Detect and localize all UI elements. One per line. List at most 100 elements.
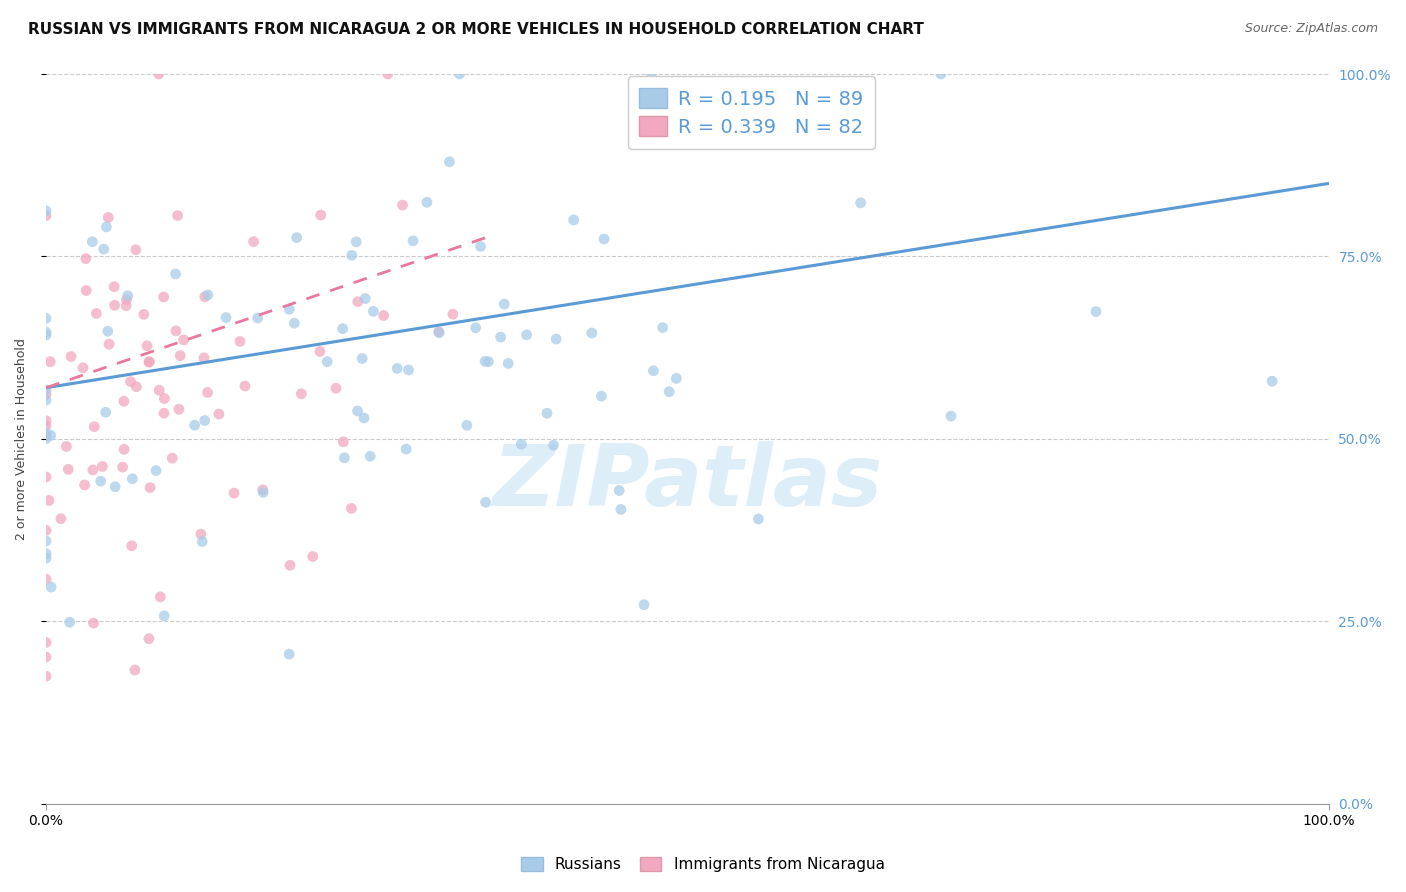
Point: [610, 502, 633, 516]
Point: [278, 647, 301, 661]
Point: [208, 407, 231, 421]
Point: [35, 383, 58, 397]
Point: [477, 354, 499, 368]
Point: [139, 481, 162, 495]
Point: [83, 419, 105, 434]
Point: [132, 307, 155, 321]
Point: [169, 349, 191, 363]
Text: Source: ZipAtlas.com: Source: ZipAtlas.com: [1244, 22, 1378, 36]
Point: [82, 616, 104, 631]
Point: [325, 381, 347, 395]
Point: [242, 235, 264, 249]
Point: [82, 235, 104, 249]
Point: [593, 232, 616, 246]
Point: [94, 405, 117, 419]
Point: [340, 501, 363, 516]
Point: [416, 195, 439, 210]
Point: [290, 386, 312, 401]
Point: [111, 460, 134, 475]
Point: [474, 495, 496, 509]
Point: [747, 512, 769, 526]
Point: [183, 418, 205, 433]
Point: [35, 547, 58, 561]
Point: [439, 154, 461, 169]
Point: [35, 635, 58, 649]
Point: [340, 248, 363, 262]
Point: [536, 406, 558, 420]
Point: [607, 483, 630, 498]
Y-axis label: 2 or more Vehicles in Household: 2 or more Vehicles in Household: [15, 338, 28, 540]
Point: [138, 354, 160, 368]
Point: [222, 486, 245, 500]
Point: [97, 324, 120, 338]
Point: [651, 320, 673, 334]
Point: [97, 211, 120, 225]
Point: [456, 418, 478, 433]
Point: [153, 392, 176, 406]
Point: [145, 464, 167, 478]
Point: [301, 549, 323, 564]
Point: [278, 302, 301, 317]
Point: [153, 608, 176, 623]
Point: [35, 325, 58, 339]
Point: [59, 615, 82, 630]
Point: [104, 298, 127, 312]
Point: [633, 598, 655, 612]
Point: [138, 632, 160, 646]
Point: [35, 650, 58, 665]
Point: [136, 339, 159, 353]
Point: [149, 590, 172, 604]
Point: [496, 357, 519, 371]
Point: [35, 203, 58, 218]
Point: [215, 310, 238, 325]
Point: [332, 321, 354, 335]
Point: [581, 326, 603, 340]
Point: [229, 334, 252, 349]
Point: [427, 325, 450, 339]
Point: [395, 442, 418, 456]
Point: [35, 551, 58, 566]
Point: [363, 304, 385, 318]
Point: [359, 449, 381, 463]
Text: ZIPatlas: ZIPatlas: [492, 441, 883, 524]
Point: [316, 354, 339, 368]
Point: [166, 209, 188, 223]
Point: [60, 350, 83, 364]
Point: [373, 309, 395, 323]
Point: [346, 404, 368, 418]
Point: [470, 239, 492, 253]
Point: [73, 478, 96, 492]
Point: [1261, 374, 1284, 388]
Point: [939, 409, 962, 423]
Point: [104, 480, 127, 494]
Point: [427, 326, 450, 340]
Point: [153, 406, 176, 420]
Point: [474, 354, 496, 368]
Point: [333, 450, 356, 465]
Point: [354, 292, 377, 306]
Point: [35, 418, 58, 433]
Point: [162, 451, 184, 466]
Point: [117, 289, 139, 303]
Point: [387, 361, 409, 376]
Point: [58, 462, 80, 476]
Point: [93, 242, 115, 256]
Point: [86, 306, 108, 320]
Point: [510, 437, 533, 451]
Point: [516, 327, 538, 342]
Point: [665, 371, 688, 385]
Point: [121, 539, 143, 553]
Point: [35, 425, 58, 440]
Point: [191, 534, 214, 549]
Point: [165, 267, 187, 281]
Point: [285, 230, 308, 244]
Point: [391, 198, 413, 212]
Text: RUSSIAN VS IMMIGRANTS FROM NICARAGUA 2 OR MORE VEHICLES IN HOUSEHOLD CORRELATION: RUSSIAN VS IMMIGRANTS FROM NICARAGUA 2 O…: [28, 22, 924, 37]
Point: [35, 393, 58, 408]
Point: [197, 288, 219, 302]
Point: [75, 284, 97, 298]
Point: [658, 384, 681, 399]
Point: [562, 213, 585, 227]
Point: [494, 297, 516, 311]
Point: [35, 533, 58, 548]
